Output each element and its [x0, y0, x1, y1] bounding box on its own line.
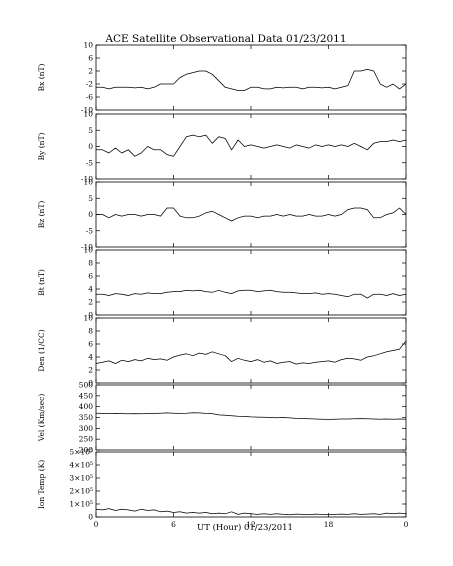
panel-5: 10 8 6 4 2 0 Den (1/CC) — [37, 314, 407, 388]
y-axis-label: Bx (nT) — [37, 64, 46, 92]
y-tick-label: 3×10⁵ — [69, 474, 93, 483]
y-tick-label: 8 — [88, 259, 93, 268]
x-tick-labels: 0 6 12 18 0 — [94, 520, 409, 529]
series-line — [96, 134, 407, 157]
y-tick-label: 6 — [88, 54, 93, 63]
series-line — [96, 207, 407, 222]
y-tick-label: -6 — [86, 93, 94, 102]
y-tick-label: 2 — [88, 67, 93, 76]
y-tick-label: 1×10⁵ — [69, 500, 93, 509]
y-tick-label: -5 — [86, 158, 94, 167]
y-tick-label: 4 — [88, 353, 93, 362]
y-tick-label: 10 — [83, 41, 93, 50]
y-tick-label: 10 — [83, 314, 93, 323]
y-tick-label: 0 — [88, 210, 93, 219]
y-tick-label: 10 — [83, 178, 93, 187]
y-tick-label: 0 — [88, 379, 93, 388]
panel-frame — [95, 384, 407, 451]
series-line — [95, 508, 407, 516]
x-axis-label: UT (Hour) 01/23/2011 — [197, 522, 293, 533]
x-tick-label: 18 — [324, 520, 334, 529]
y-tick-label: -10 — [81, 106, 93, 115]
panel-frame — [95, 113, 407, 180]
x-tick-label: 0 — [404, 520, 409, 529]
y-axis-label: By (nT) — [37, 133, 46, 161]
panels: 10 6 2 -2 -6 -10 Bx (nT) 10 5 0 -5 -10 By (nT) 10 5 0 -5… — [37, 41, 407, 522]
y-tick-label: 10 — [83, 110, 93, 119]
series-line — [96, 69, 407, 91]
panel-4: 10 8 6 4 2 0 Bt (nT) — [37, 246, 407, 320]
y-tick-label: 0 — [88, 513, 93, 522]
series-line — [95, 412, 407, 420]
y-tick-label: 2 — [88, 298, 93, 307]
y-tick-label: 350 — [79, 413, 94, 422]
panel-frame — [95, 451, 407, 518]
y-tick-label: 450 — [79, 391, 94, 400]
y-tick-label: 5 — [88, 194, 93, 203]
x-tick-label: 12 — [246, 520, 256, 529]
series-line — [95, 340, 407, 365]
y-tick-label: -5 — [86, 226, 94, 235]
y-tick-label: 2 — [88, 366, 93, 375]
y-tick-label: -10 — [81, 243, 93, 252]
panel-1: 10 6 2 -2 -6 -10 Bx (nT) — [37, 41, 407, 115]
y-tick-label: 250 — [79, 435, 94, 444]
y-tick-label: -2 — [86, 80, 94, 89]
y-axis-label: Ion Temp (K) — [37, 460, 46, 509]
y-tick-label: 500 — [79, 381, 94, 390]
y-tick-label: 300 — [79, 424, 94, 433]
y-tick-label: 8 — [88, 327, 93, 336]
y-axis-label: Bt (nT) — [37, 269, 46, 296]
y-axis-label: Bz (nT) — [37, 201, 46, 229]
y-tick-label: 4×10⁵ — [69, 461, 93, 470]
panel-frame — [95, 317, 407, 384]
panel-frame — [95, 181, 407, 248]
panel-3: 10 5 0 -5 -10 Bz (nT) — [37, 178, 407, 252]
y-tick-label: 200 — [79, 446, 94, 455]
y-tick-label: 5 — [88, 126, 93, 135]
y-tick-label: 0 — [88, 311, 93, 320]
y-tick-label: 5×10⁵ — [69, 448, 93, 457]
chart-title: ACE Satellite Observational Data 01/23/2… — [104, 33, 346, 45]
y-tick-label: -10 — [81, 175, 93, 184]
series-line — [96, 289, 407, 299]
y-tick-label: 4 — [88, 285, 93, 294]
y-tick-label: 10 — [83, 246, 93, 255]
panel-7: 5×10⁵ 4×10⁵ 3×10⁵ 2×10⁵ 1×10⁵ 0 Ion Temp (K) — [37, 448, 407, 522]
y-tick-label: 6 — [88, 272, 93, 281]
y-axis-label: Den (1/CC) — [37, 329, 46, 371]
panel-frame — [95, 44, 407, 111]
y-tick-label: 0 — [88, 142, 93, 151]
y-tick-label: 400 — [79, 402, 94, 411]
y-tick-label: 2×10⁵ — [69, 487, 93, 496]
x-tick-label: 0 — [94, 520, 99, 529]
panel-frame — [95, 249, 407, 316]
panel-2: 10 5 0 -5 -10 By (nT) — [37, 110, 407, 184]
y-axis-label: Vel (Km/sec) — [37, 394, 46, 443]
x-tick-label: 6 — [171, 520, 176, 529]
y-tick-label: 6 — [88, 340, 93, 349]
